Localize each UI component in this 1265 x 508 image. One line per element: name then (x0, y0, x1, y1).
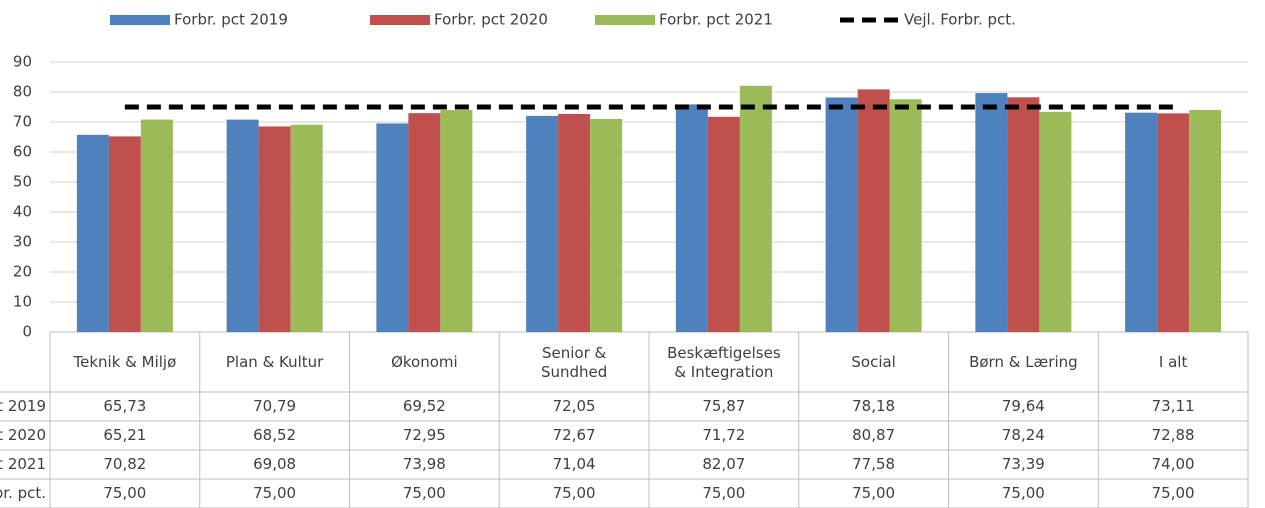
y-tick-label: 20 (13, 263, 32, 281)
table-value: 78,18 (852, 397, 895, 415)
category-label: Plan & Kultur (225, 353, 324, 371)
category-label: Teknik & Miljø (73, 353, 177, 371)
bar (526, 115, 559, 332)
y-tick-label: 50 (13, 173, 32, 191)
bar (108, 136, 141, 332)
bar (140, 119, 173, 332)
category-label: Social (851, 353, 896, 371)
row-label: Forbr. pct 2020 (0, 426, 46, 444)
table-value: 73,39 (1002, 455, 1045, 473)
bar (76, 134, 109, 332)
bar (857, 89, 890, 332)
y-tick-label: 40 (13, 203, 32, 221)
y-tick-label: 70 (13, 113, 32, 131)
table-value: 70,79 (253, 397, 296, 415)
table-value: 68,52 (253, 426, 296, 444)
table-value: 71,04 (553, 455, 596, 473)
legend-label: Forbr. pct 2020 (434, 11, 548, 29)
table-value: 75,00 (852, 484, 895, 502)
table-value: 73,98 (403, 455, 446, 473)
bar (1007, 97, 1040, 332)
bar (1157, 113, 1190, 332)
table-value: 65,73 (103, 397, 146, 415)
bar (1125, 112, 1158, 332)
bar (258, 126, 291, 332)
table-value: 80,87 (852, 426, 895, 444)
table-value: 69,52 (403, 397, 446, 415)
bar (408, 113, 441, 333)
table-value: 72,67 (553, 426, 596, 444)
table-value: 75,00 (253, 484, 296, 502)
y-tick-label: 10 (13, 293, 32, 311)
y-tick-label: 80 (13, 83, 32, 101)
bar (739, 85, 772, 332)
table-value: 69,08 (253, 455, 296, 473)
table-value: 82,07 (702, 455, 745, 473)
category-label: Børn & Læring (969, 353, 1078, 371)
bar (1189, 110, 1222, 332)
row-label: Forbr. pct 2019 (0, 397, 46, 415)
table-value: 77,58 (852, 455, 895, 473)
table-value: 75,87 (702, 397, 745, 415)
bar (590, 118, 623, 332)
bar (707, 116, 740, 332)
bar (889, 99, 922, 332)
y-tick-label: 90 (13, 53, 32, 71)
category-label: I alt (1158, 353, 1188, 371)
legend-label: Vejl. Forbr. pct. (904, 11, 1016, 29)
table-value: 65,21 (103, 426, 146, 444)
bar (376, 123, 409, 332)
category-label: Beskæftigelses & Integration (667, 343, 781, 381)
table-value: 75,00 (553, 484, 596, 502)
category-label: Økonomi (391, 353, 458, 371)
table-value: 75,00 (403, 484, 446, 502)
bar (440, 110, 473, 332)
table-value: 74,00 (1152, 455, 1195, 473)
bar (675, 104, 708, 332)
table-value: 71,72 (702, 426, 745, 444)
legend-label: Forbr. pct 2021 (659, 11, 773, 29)
table-value: 78,24 (1002, 426, 1045, 444)
category-label: Senior & Sundhed (540, 343, 608, 381)
bar (558, 113, 591, 333)
bar (226, 119, 259, 332)
y-tick-label: 0 (22, 323, 32, 341)
row-label: Vejl. Forbr. pct. (0, 484, 46, 502)
bar (290, 124, 323, 332)
y-tick-label: 60 (13, 143, 32, 161)
table-value: 72,05 (553, 397, 596, 415)
y-tick-label: 30 (13, 233, 32, 251)
bar (975, 93, 1008, 332)
table-value: 73,11 (1152, 397, 1195, 415)
table-value: 72,95 (403, 426, 446, 444)
legend-swatch (110, 15, 170, 25)
table-value: 72,88 (1152, 426, 1195, 444)
table-value: 70,82 (103, 455, 146, 473)
row-label: Forbr. pct 2021 (0, 455, 46, 473)
legend-label: Forbr. pct 2019 (174, 11, 288, 29)
bar (825, 97, 858, 333)
table-value: 75,00 (702, 484, 745, 502)
table-value: 75,00 (103, 484, 146, 502)
bar (1039, 111, 1072, 332)
legend-swatch (370, 15, 430, 25)
legend-swatch (595, 15, 655, 25)
table-value: 75,00 (1152, 484, 1195, 502)
table-value: 75,00 (1002, 484, 1045, 502)
table-value: 79,64 (1002, 397, 1045, 415)
